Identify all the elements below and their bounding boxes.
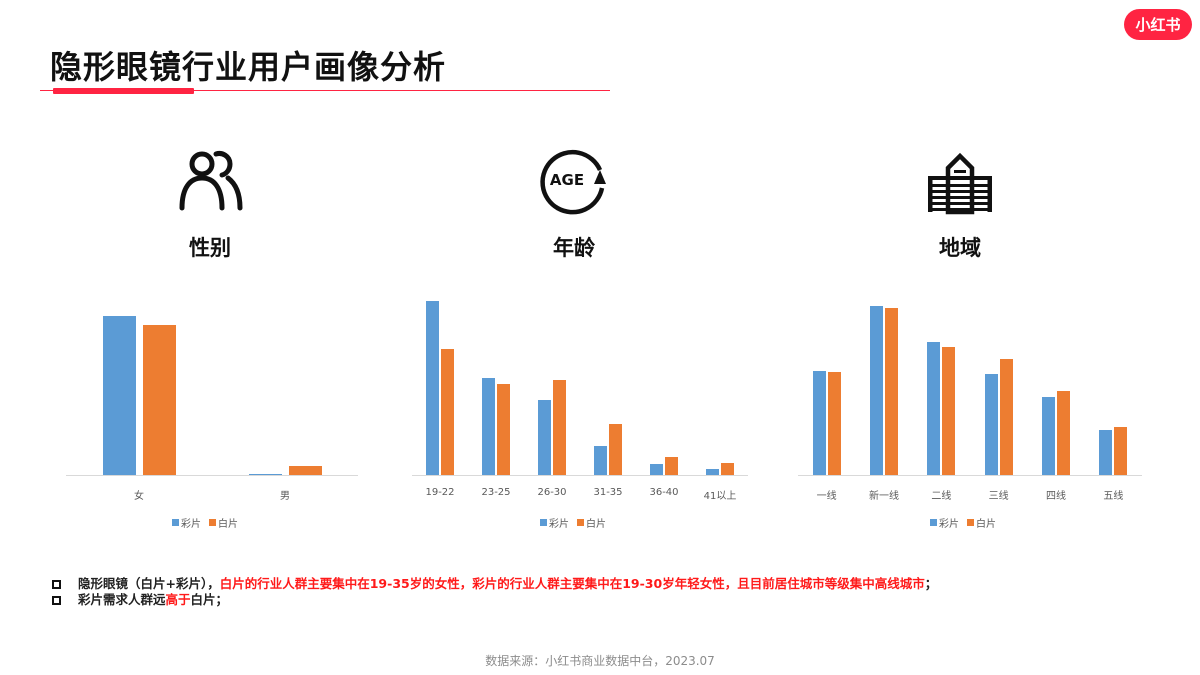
square-bullet-icon [52, 579, 61, 589]
legend-label: 白片 [976, 519, 996, 530]
note-highlight: 高于 [165, 592, 191, 607]
title-divider [40, 90, 610, 91]
x-tick-label: 五线 [1103, 491, 1124, 502]
legend-item: 白片 [209, 515, 238, 530]
legend-swatch-icon [967, 519, 974, 526]
square-bullet-icon [52, 595, 61, 605]
x-tick-label: 二线 [931, 491, 952, 502]
bar-clear-lens [942, 347, 956, 475]
bar-colored-lens [927, 342, 941, 475]
bar-clear-lens [553, 380, 566, 475]
bar-clear-lens [441, 349, 454, 475]
bar-colored-lens [706, 469, 719, 475]
note-highlight: 白片的行业人群主要集中在19-35岁的女性，彩片的行业人群主要集中在19-30岁… [219, 576, 925, 591]
x-axis-line [412, 475, 748, 476]
x-tick-label: 31-35 [593, 487, 623, 498]
x-tick-label: 四线 [1046, 491, 1066, 502]
bar-clear-lens [665, 457, 678, 475]
bar-clear-lens [827, 372, 841, 475]
section-label: 性别 [189, 236, 231, 260]
bar-colored-lens [482, 378, 495, 475]
bar-colored-lens [650, 464, 663, 475]
page-title: 隐形眼镜行业用户画像分析 [50, 48, 447, 86]
bar-clear-lens [721, 463, 734, 475]
gender-bar-chart: 女 男彩片 白片 [66, 290, 358, 530]
bar-clear-lens [999, 359, 1013, 475]
section-label: 年龄 [553, 236, 595, 260]
bar-colored-lens [538, 400, 551, 475]
bar-colored-lens [1042, 397, 1055, 475]
title-accent-bar [53, 88, 194, 94]
x-axis-line [798, 475, 1142, 476]
bar-colored-lens [1099, 430, 1113, 475]
chart-legend: 彩片 白片 [540, 515, 610, 530]
bar-clear-lens [288, 466, 322, 475]
bar-clear-lens [497, 384, 510, 475]
section-label: 地域 [939, 236, 981, 260]
bar-clear-lens [885, 308, 898, 475]
bar-colored-lens [594, 446, 607, 475]
section-age: AGE 年龄 [494, 140, 654, 262]
note-text: 白片； [190, 592, 229, 607]
bar-colored-lens [870, 306, 883, 475]
note-item: 彩片需求人群远 高于 白片； [52, 592, 937, 608]
chart-legend: 彩片 白片 [930, 515, 1000, 530]
legend-item: 彩片 [172, 515, 201, 530]
note-text: ； [924, 576, 938, 591]
legend-label: 彩片 [939, 519, 959, 530]
x-tick-label: 新一线 [869, 491, 899, 502]
legend-swatch-icon [540, 519, 547, 526]
svg-text:AGE: AGE [550, 171, 584, 189]
legend-item: 彩片 [930, 515, 959, 530]
legend-swatch-icon [209, 519, 216, 526]
legend-label: 彩片 [549, 519, 569, 530]
x-tick-label: 男 [280, 491, 290, 502]
x-tick-label: 三线 [988, 491, 1009, 502]
x-tick-label: 26-30 [537, 487, 567, 498]
legend-label: 白片 [218, 519, 238, 530]
people-icon [179, 151, 243, 211]
legend-item: 彩片 [540, 515, 569, 530]
age-cycle-icon: AGE [540, 149, 606, 215]
note-item: 隐形眼镜（白片+彩片）， 白片的行业人群主要集中在19-35岁的女性，彩片的行业… [52, 576, 937, 592]
bar-colored-lens [426, 301, 439, 475]
x-tick-label: 41以上 [703, 491, 737, 502]
bar-colored-lens [102, 316, 136, 475]
bar-clear-lens [609, 424, 622, 475]
legend-swatch-icon [172, 519, 179, 526]
section-region: 地域 [880, 140, 1040, 262]
region-bar-chart: 一线 新一线 二线 三线 四线 五线彩片 白片 [798, 290, 1142, 530]
x-tick-label: 19-22 [425, 487, 455, 498]
x-tick-label: 23-25 [481, 487, 511, 498]
legend-swatch-icon [577, 519, 584, 526]
building-icon [928, 152, 992, 215]
bar-clear-lens [142, 325, 176, 475]
brand-badge: 小红书 [1124, 9, 1192, 40]
legend-label: 彩片 [181, 519, 201, 530]
data-source: 数据来源：小红书商业数据中台，2023.07 [485, 654, 715, 668]
legend-item: 白片 [967, 515, 996, 530]
bar-colored-lens [984, 374, 998, 475]
note-text: 隐形眼镜（白片+彩片）， [78, 576, 220, 591]
x-tick-label: 女 [134, 491, 144, 502]
x-tick-label: 一线 [816, 491, 837, 502]
legend-label: 白片 [586, 519, 606, 530]
x-axis-line [66, 475, 358, 476]
note-text: 彩片需求人群远 [78, 592, 166, 607]
x-tick-label: 36-40 [649, 487, 679, 498]
legend-swatch-icon [930, 519, 937, 526]
legend-item: 白片 [577, 515, 606, 530]
bar-colored-lens [248, 474, 282, 475]
bar-colored-lens [812, 371, 826, 475]
conclusion-notes: 隐形眼镜（白片+彩片）， 白片的行业人群主要集中在19-35岁的女性，彩片的行业… [52, 576, 937, 608]
age-bar-chart: 19-22 23-25 26-30 31-35 36-40 41以上彩片 白片 [412, 290, 748, 530]
chart-legend: 彩片 白片 [172, 515, 242, 530]
bar-clear-lens [1114, 427, 1128, 475]
section-gender: 性别 [130, 140, 290, 262]
bar-clear-lens [1057, 391, 1070, 475]
